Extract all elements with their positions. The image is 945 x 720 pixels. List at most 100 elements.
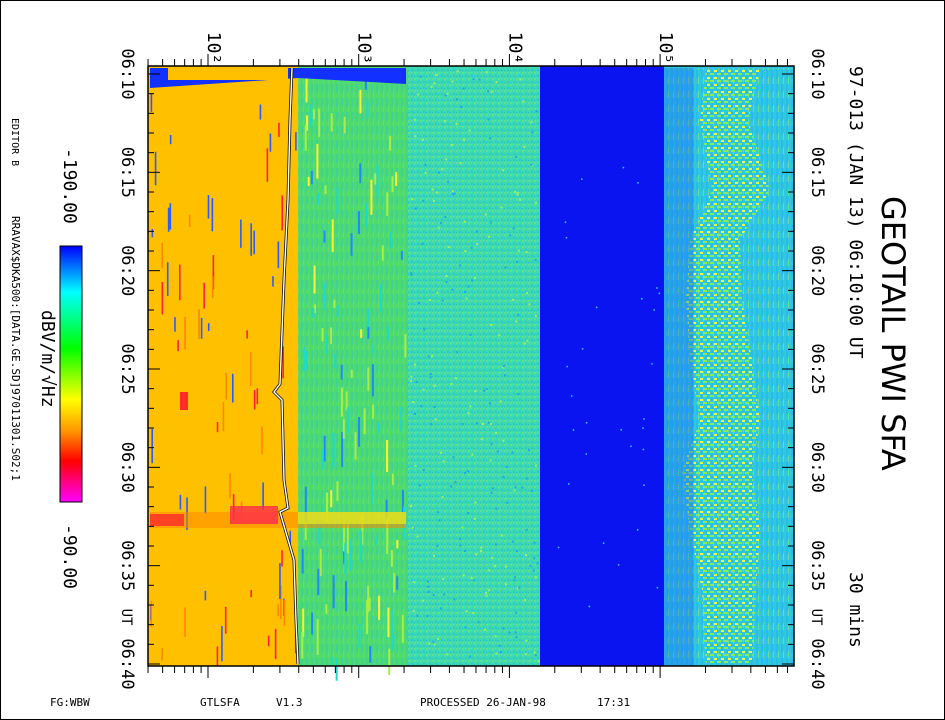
band-2-streak <box>340 387 343 417</box>
band-3-speckle <box>516 193 519 196</box>
band-3-speckle <box>523 145 526 148</box>
band-2-streak <box>369 646 372 663</box>
band-3-speckle <box>413 118 416 121</box>
band-2-streak <box>399 406 402 433</box>
y-tick-label-right: 06:10 <box>807 48 827 99</box>
band-3-speckle <box>433 406 436 409</box>
band-1-streak <box>179 494 182 510</box>
trace-line <box>273 67 299 665</box>
band-2-streak <box>321 449 324 470</box>
band-2-streak <box>366 599 369 635</box>
band-3-speckle <box>525 251 528 254</box>
band-1-streak <box>253 390 256 410</box>
band-2-streak <box>336 481 339 501</box>
band-3-speckle <box>453 192 456 195</box>
band-2-streak <box>359 89 362 114</box>
band-3-speckle <box>410 505 413 508</box>
band-3-speckle <box>414 207 417 210</box>
band-3-speckle <box>416 614 419 617</box>
band-3-speckle <box>445 274 448 277</box>
band-3-speckle <box>416 535 419 538</box>
band-3-speckle <box>467 412 470 415</box>
band-2-streak <box>301 549 304 574</box>
band-1-streak <box>161 647 163 661</box>
band-2-streak <box>342 419 345 439</box>
band-3-speckle <box>468 129 471 132</box>
band-2-streak <box>305 115 308 131</box>
band-3-speckle <box>413 363 416 366</box>
band-3-speckle <box>470 246 473 249</box>
band-2-streak <box>304 486 307 523</box>
band-3-speckle <box>430 355 433 358</box>
band-1-streak <box>166 262 169 296</box>
band-3-speckle <box>502 475 505 478</box>
band-3-speckle <box>524 554 527 557</box>
band-3-speckle <box>418 484 421 487</box>
band-3-speckle <box>480 550 483 553</box>
band-3-speckle <box>431 188 434 191</box>
band-1-streak <box>277 604 279 617</box>
band-3-speckle <box>485 594 488 597</box>
band-3-speckle <box>489 459 492 462</box>
band-3-speckle <box>451 193 454 196</box>
band-2-streak <box>375 536 378 545</box>
band-3-speckle <box>455 98 458 101</box>
band-2-streak <box>368 597 371 611</box>
band-3-speckle <box>459 162 462 165</box>
band-3-speckle <box>515 550 518 553</box>
band-3-speckle <box>442 578 445 581</box>
band-3-speckle <box>445 281 448 284</box>
y-tick-label-left: 06:25 <box>117 343 137 394</box>
band-4-dot <box>595 306 598 309</box>
y-unit-right: UT <box>808 609 824 626</box>
band-2-streak <box>302 608 305 637</box>
band-1-streak <box>278 122 280 138</box>
y-tick-label-left: 06:10 <box>117 48 137 99</box>
band-3-speckle <box>505 583 508 586</box>
band-2-streak <box>330 656 333 666</box>
band-3-speckle <box>427 590 430 593</box>
band-2-streak <box>358 417 361 447</box>
band-3-speckle <box>498 644 501 647</box>
band-2-streak <box>365 202 368 227</box>
band-1-streak <box>266 148 269 182</box>
band-3-speckle <box>506 501 509 504</box>
band-1-streak <box>184 607 186 637</box>
band-3-speckle <box>487 90 490 93</box>
band-1-streak <box>272 276 274 287</box>
band-1-streak <box>249 352 252 386</box>
band-3-speckle <box>494 431 497 434</box>
footer-version: V1.3 <box>276 696 303 709</box>
band-3-speckle <box>475 230 478 233</box>
band-3-speckle <box>412 609 415 612</box>
band-1-streak <box>261 426 263 455</box>
band-4-dot <box>641 297 643 300</box>
band-3-speckle <box>437 226 440 229</box>
band-3-speckle <box>443 120 446 123</box>
band-2-streak <box>360 329 363 338</box>
band-2-streak <box>358 623 361 648</box>
band-2-streak <box>400 250 403 260</box>
y-tick-label-left: 06:35 <box>117 540 137 591</box>
band-4-dot <box>651 363 653 365</box>
band-3-speckle <box>515 636 518 639</box>
band-3-speckle <box>500 534 503 537</box>
band-3-speckle <box>469 333 472 336</box>
band-3-speckle <box>432 554 435 557</box>
band-3-speckle <box>468 655 471 658</box>
band-1-streak <box>280 585 282 619</box>
band-3-speckle <box>427 585 430 588</box>
band-1-streak <box>150 601 153 627</box>
band-1-streak <box>256 388 259 405</box>
band-3-speckle <box>490 90 493 93</box>
band-2-texture <box>298 68 408 666</box>
band-1-streak <box>174 317 176 332</box>
band-1-streak <box>221 626 223 662</box>
band-2-streak <box>336 188 339 214</box>
band-4-dot <box>620 429 622 431</box>
band-2-streak <box>396 540 399 549</box>
band-2-streak <box>326 492 329 522</box>
band-3-speckle <box>526 292 529 295</box>
footer-processed: PROCESSED 26-JAN-98 <box>420 696 546 709</box>
band-4-dot <box>572 429 575 431</box>
